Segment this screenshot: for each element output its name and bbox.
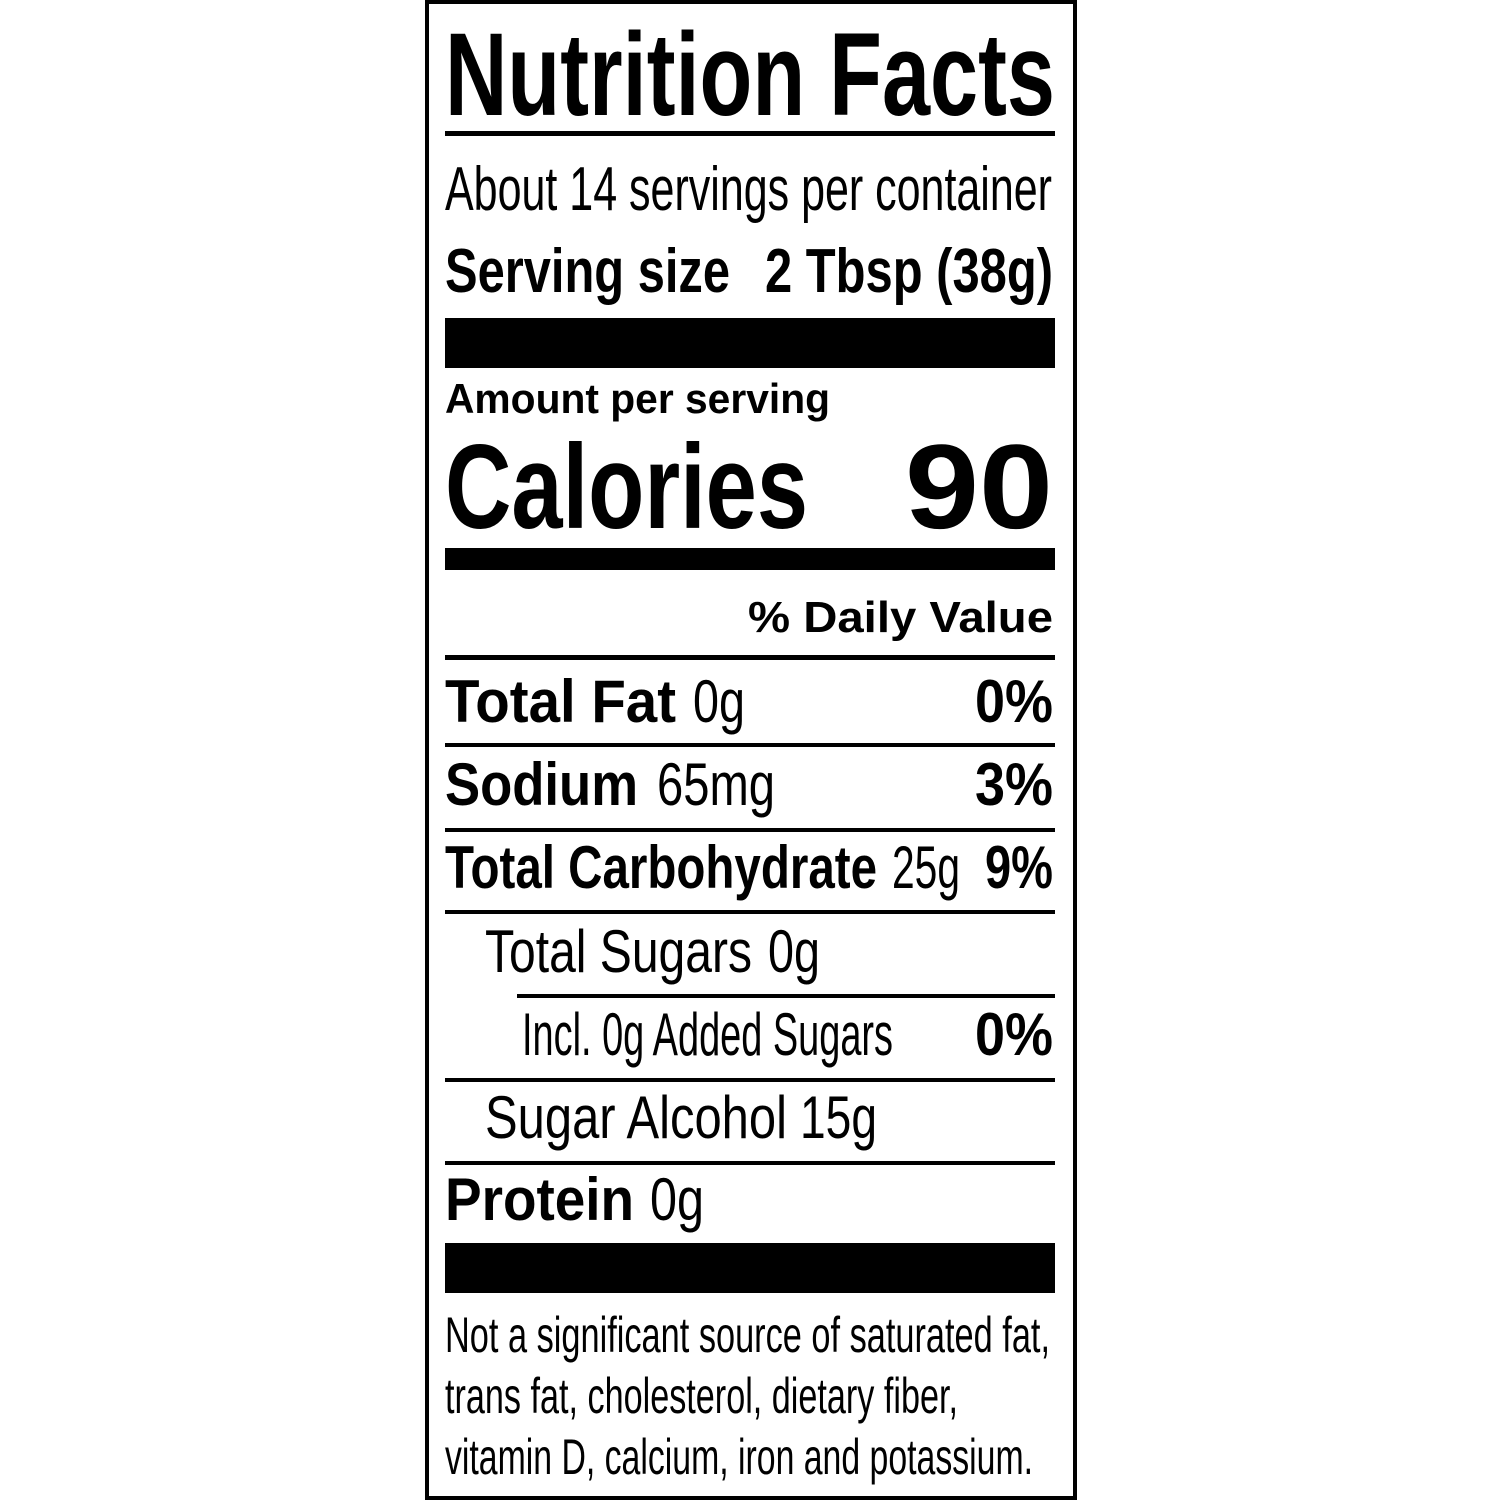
nutrient-amount: 25g [892,834,960,901]
rule [445,1161,1055,1165]
nutrient-name: Total Carbohydrate [445,834,877,901]
rule [445,655,1055,660]
nutrient-amount: 0g [650,1166,704,1233]
daily-value: 9% [985,834,1053,901]
footnote-line: vitamin D, calcium, iron and potassium. [445,1429,1033,1485]
nutrient-amount: 15g [800,1084,877,1151]
nutrient-amount: 0g [693,668,745,735]
daily-value: 3% [975,751,1053,818]
rule [445,318,1055,368]
rule [517,994,1055,998]
footnote-line: trans fat, cholesterol, dietary fiber, [445,1368,958,1424]
nutrient-name: Protein [445,1166,634,1233]
nutrient-amount: 65mg [657,751,775,818]
rule [445,1243,1055,1293]
rule [445,548,1055,570]
nutrient-name: Total Fat [445,668,676,735]
nutrient-amount: 0g [768,918,820,985]
serving-size-value: 2 Tbsp (38g) [765,237,1053,306]
nutrient-name: Sugar Alcohol [485,1084,787,1151]
rule [445,910,1055,914]
rule [445,743,1055,747]
nutrient-name: Sodium [445,751,638,818]
daily-value-header: % Daily Value [748,593,1053,642]
calories-label: Calories [445,420,808,554]
daily-value: 0% [975,668,1053,735]
footnote-line: Not a significant source of saturated fa… [445,1307,1050,1363]
daily-value: 0% [975,1001,1053,1068]
rule [445,828,1055,832]
rule [445,1078,1055,1082]
nutrient-name: Incl. 0g Added Sugars [522,1001,893,1068]
rule [445,131,1055,136]
servings: About 14 servings per container [445,155,1052,224]
amount-per-serving: Amount per serving [445,375,830,422]
serving-size-label: Serving size [445,237,730,306]
calories-value: 90 [905,420,1053,554]
title: Nutrition Facts [445,9,1055,141]
nutrient-name: Total Sugars [485,918,752,985]
